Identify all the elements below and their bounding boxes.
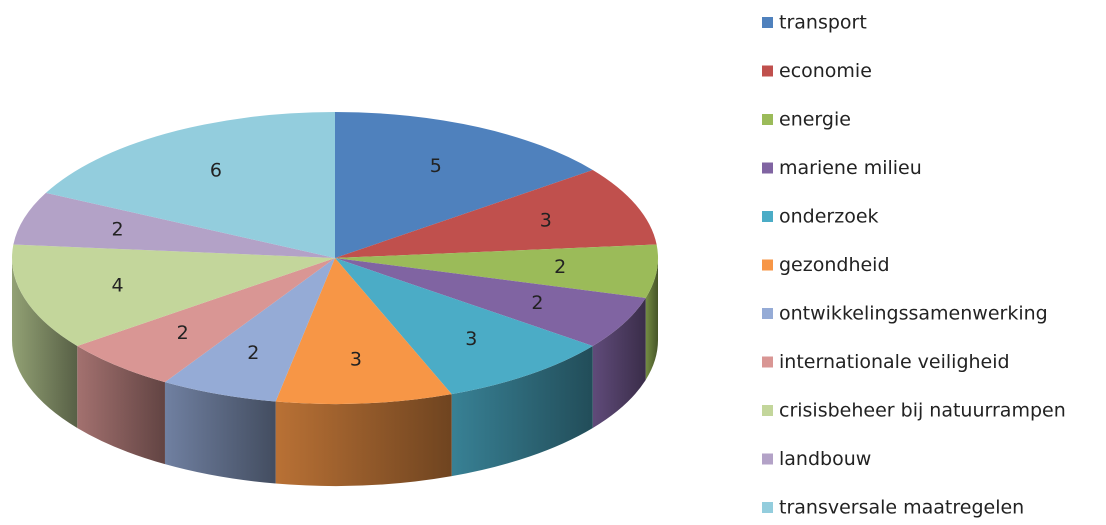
slice bbox=[45, 112, 336, 258]
legend-swatch bbox=[762, 114, 773, 125]
legend-label: transport bbox=[779, 12, 867, 34]
slice bbox=[335, 258, 646, 346]
legend-swatch bbox=[762, 356, 773, 368]
data-label: 6 bbox=[210, 160, 222, 182]
legend-label: landbouw bbox=[779, 448, 871, 470]
data-label: 3 bbox=[540, 210, 552, 232]
slice bbox=[164, 258, 335, 402]
legend-label: gezondheid bbox=[779, 254, 890, 276]
legend-swatch bbox=[762, 17, 773, 28]
slice-side bbox=[592, 297, 646, 428]
data-label: 4 bbox=[111, 274, 123, 296]
legend-swatch bbox=[762, 405, 773, 416]
legend-label: energie bbox=[779, 109, 851, 131]
legend-swatch bbox=[762, 162, 773, 174]
legend-label: mariene milieu bbox=[779, 157, 922, 179]
slice bbox=[275, 258, 452, 404]
data-label: 3 bbox=[350, 348, 362, 370]
data-label: 2 bbox=[177, 322, 189, 344]
data-label: 5 bbox=[430, 155, 442, 177]
slice bbox=[335, 170, 657, 258]
data-label: 2 bbox=[531, 292, 543, 314]
legend-swatch bbox=[762, 502, 773, 513]
legend-swatch bbox=[762, 259, 773, 271]
slice-side bbox=[645, 258, 658, 380]
legend-label: internationale veiligheid bbox=[779, 351, 1010, 373]
legend-swatch bbox=[762, 308, 773, 319]
slice-side bbox=[12, 258, 78, 428]
slice-side bbox=[164, 382, 276, 484]
slice bbox=[11, 244, 335, 346]
data-label: 2 bbox=[111, 219, 123, 241]
data-label: 3 bbox=[465, 328, 477, 350]
slice-side bbox=[275, 394, 452, 487]
legend-label: economie bbox=[779, 60, 872, 82]
slice bbox=[335, 244, 658, 298]
legend-swatch bbox=[762, 453, 773, 465]
legend-label: crisisbeheer bij natuurrampen bbox=[779, 400, 1066, 422]
slice-side bbox=[77, 345, 165, 465]
legend-label: transversale maatregelen bbox=[779, 497, 1024, 519]
slice bbox=[77, 258, 336, 383]
slice bbox=[335, 112, 593, 258]
slice-side bbox=[451, 345, 593, 477]
legend-label: onderzoek bbox=[779, 206, 879, 228]
slice bbox=[335, 258, 593, 395]
data-label: 2 bbox=[554, 256, 566, 278]
slice bbox=[13, 192, 335, 258]
legend-label: ontwikkelingssamenwerking bbox=[779, 303, 1048, 325]
legend-swatch bbox=[762, 211, 773, 222]
data-label: 2 bbox=[247, 342, 259, 364]
legend-swatch bbox=[762, 65, 773, 77]
